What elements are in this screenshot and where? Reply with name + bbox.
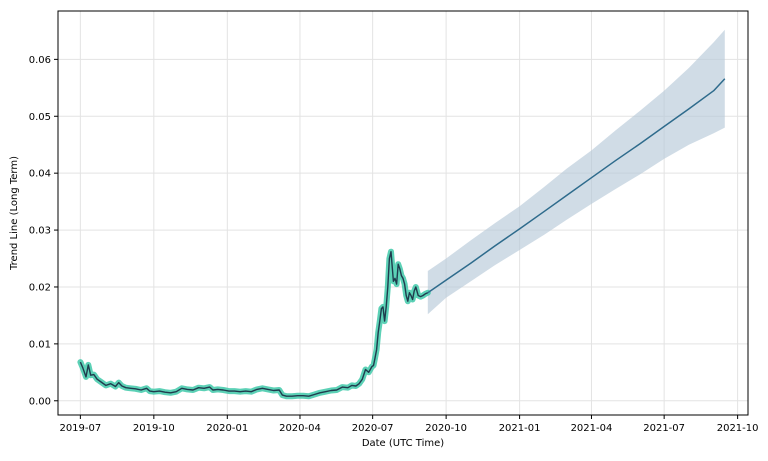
y-tick-label: 0.00 xyxy=(29,396,51,407)
x-tick-label: 2020-04 xyxy=(279,423,321,434)
series-lines xyxy=(79,78,726,397)
grid-lines xyxy=(58,11,748,415)
plot-frame xyxy=(57,10,749,416)
x-tick-label: 2020-10 xyxy=(425,423,467,434)
y-tick-label: 0.02 xyxy=(29,282,51,293)
confidence-bands xyxy=(77,29,725,400)
x-tick-label: 2019-10 xyxy=(133,423,175,434)
y-tick-label: 0.01 xyxy=(29,339,51,350)
forecast-confidence-band xyxy=(427,29,725,315)
x-tick-label: 2019-07 xyxy=(59,423,101,434)
x-axis-ticks: 2019-07 2019-10 2020-01 2020-04 2020-07 2020-… xyxy=(59,415,759,434)
x-tick-label: 2021-04 xyxy=(571,423,613,434)
x-tick-label: 2020-07 xyxy=(352,423,394,434)
x-axis-label: Date (UTC Time) xyxy=(362,438,444,449)
y-tick-label: 0.06 xyxy=(29,55,51,66)
history-confidence-band xyxy=(77,248,431,400)
y-tick-label: 0.04 xyxy=(29,169,51,180)
y-tick-label: 0.03 xyxy=(29,226,51,237)
forecast-line xyxy=(427,78,726,294)
x-tick-label: 2020-01 xyxy=(206,423,248,434)
x-tick-label: 2021-07 xyxy=(643,423,685,434)
x-tick-label: 2021-01 xyxy=(499,423,541,434)
y-axis-ticks: 0.00 0.01 0.02 0.03 0.04 0.05 0.06 xyxy=(29,55,58,407)
x-tick-label: 2021-10 xyxy=(717,423,759,434)
history-line xyxy=(79,250,429,397)
y-tick-label: 0.05 xyxy=(29,112,51,123)
y-axis-label: Trend Line (Long Term) xyxy=(9,156,20,271)
